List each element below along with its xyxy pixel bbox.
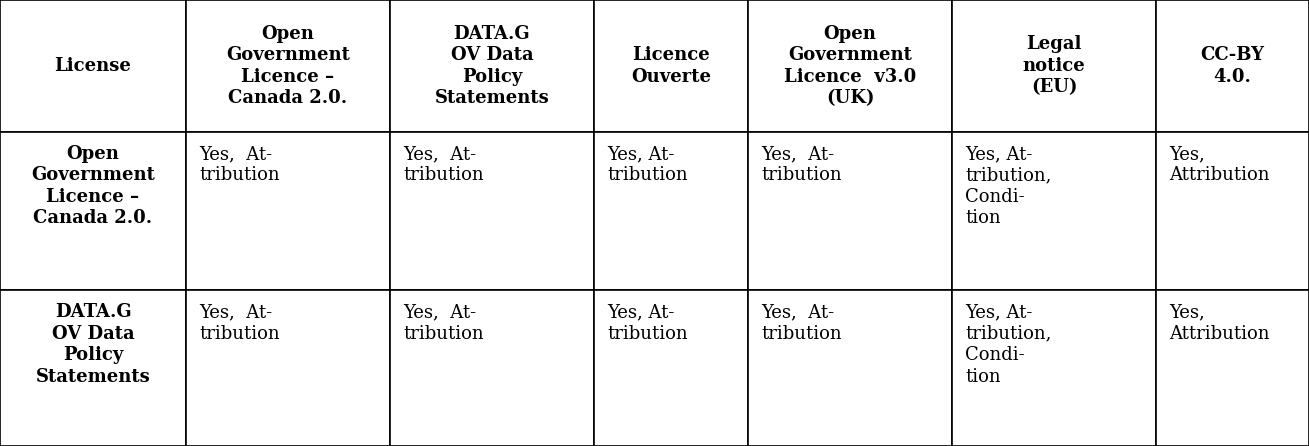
Bar [952, 290, 1156, 446]
Text: Yes,
Attribution: Yes, Attribution [1169, 145, 1270, 185]
Bar [186, 0, 390, 132]
Text: License: License [55, 57, 131, 75]
Text: Yes,  At-
tribution: Yes, At- tribution [199, 145, 280, 185]
Text: Yes, At-
tribution,
Condi-
tion: Yes, At- tribution, Condi- tion [965, 145, 1051, 227]
Bar [390, 132, 594, 290]
Bar [1156, 290, 1309, 446]
Text: DATA.G
OV Data
Policy
Statements: DATA.G OV Data Policy Statements [435, 25, 550, 107]
Text: Yes,
Attribution: Yes, Attribution [1169, 303, 1270, 343]
Text: Yes,  At-
tribution: Yes, At- tribution [762, 145, 842, 185]
Text: DATA.G
OV Data
Policy
Statements: DATA.G OV Data Policy Statements [35, 303, 151, 386]
Bar [1156, 0, 1309, 132]
Bar [594, 0, 749, 132]
Bar [0, 132, 186, 290]
Bar [594, 132, 749, 290]
Text: Yes,  At-
tribution: Yes, At- tribution [762, 303, 842, 343]
Bar [0, 290, 186, 446]
Text: Yes, At-
tribution,
Condi-
tion: Yes, At- tribution, Condi- tion [965, 303, 1051, 386]
Text: Legal
notice
(EU): Legal notice (EU) [1022, 35, 1085, 96]
Bar [952, 0, 1156, 132]
Bar [390, 0, 594, 132]
Bar [390, 290, 594, 446]
Text: Licence
Ouverte: Licence Ouverte [631, 46, 711, 86]
Text: Yes,  At-
tribution: Yes, At- tribution [403, 145, 483, 185]
Text: Open
Government
Licence –
Canada 2.0.: Open Government Licence – Canada 2.0. [31, 145, 154, 227]
Text: CC-BY
4.0.: CC-BY 4.0. [1200, 46, 1264, 86]
Text: Yes, At-
tribution: Yes, At- tribution [607, 303, 687, 343]
Bar [186, 132, 390, 290]
Bar [952, 132, 1156, 290]
Bar [749, 0, 952, 132]
Bar [186, 290, 390, 446]
Bar [0, 0, 186, 132]
Text: Yes,  At-
tribution: Yes, At- tribution [403, 303, 483, 343]
Text: Yes, At-
tribution: Yes, At- tribution [607, 145, 687, 185]
Text: Open
Government
Licence –
Canada 2.0.: Open Government Licence – Canada 2.0. [226, 25, 350, 107]
Text: Open
Government
Licence  v3.0
(UK): Open Government Licence v3.0 (UK) [784, 25, 916, 107]
Bar [749, 290, 952, 446]
Bar [1156, 132, 1309, 290]
Text: Yes,  At-
tribution: Yes, At- tribution [199, 303, 280, 343]
Bar [749, 132, 952, 290]
Bar [594, 290, 749, 446]
